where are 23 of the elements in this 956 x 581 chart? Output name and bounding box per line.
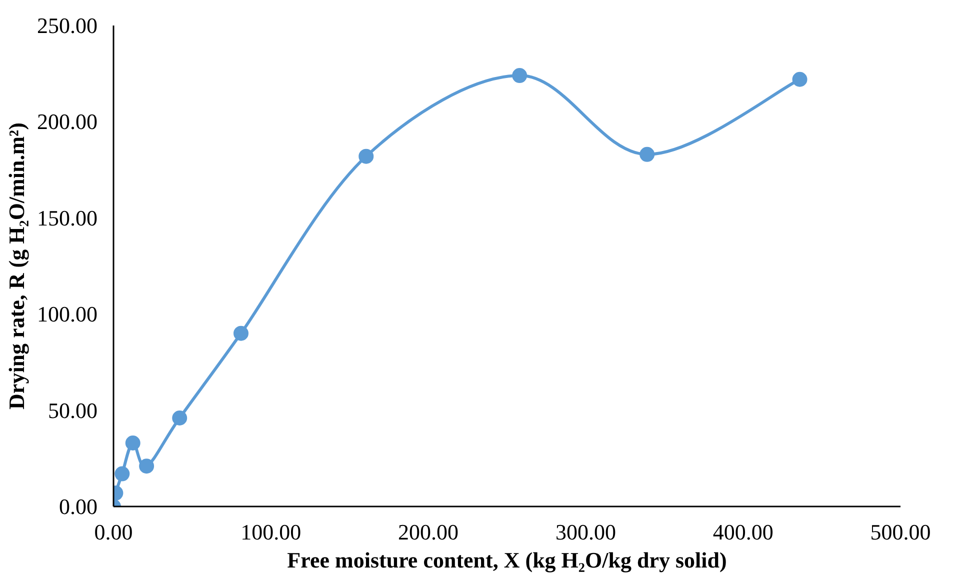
point — [114, 466, 130, 482]
point — [512, 68, 528, 84]
point — [139, 458, 154, 474]
point — [640, 146, 655, 162]
y-tick-label: 0.00 — [59, 494, 98, 519]
x-tick-label: 100.00 — [240, 520, 302, 544]
point — [358, 148, 374, 164]
x-tick-label: 300.00 — [555, 520, 616, 544]
point — [233, 326, 248, 341]
y-tick-label: 200.00 — [37, 109, 98, 134]
x-axis-title: Free moisture content, X (kg H₂O/kg dry solid) — [287, 548, 727, 572]
x-tick-label: 200.00 — [398, 520, 459, 544]
x-tick-label: 400.00 — [712, 520, 774, 544]
y-tick-label: 50.00 — [48, 398, 98, 423]
y-tick-label: 150.00 — [37, 205, 98, 230]
y-axis-title: Drying rate, R (g H₂O/min.m²) — [4, 122, 29, 410]
point — [792, 72, 808, 87]
point — [172, 410, 188, 426]
y-tick-label: 250.00 — [37, 13, 98, 38]
point — [125, 436, 140, 450]
x-tick-label: 0.00 — [94, 520, 133, 544]
y-tick-label: 100.00 — [37, 302, 98, 327]
x-tick-label: 500.00 — [870, 520, 931, 544]
